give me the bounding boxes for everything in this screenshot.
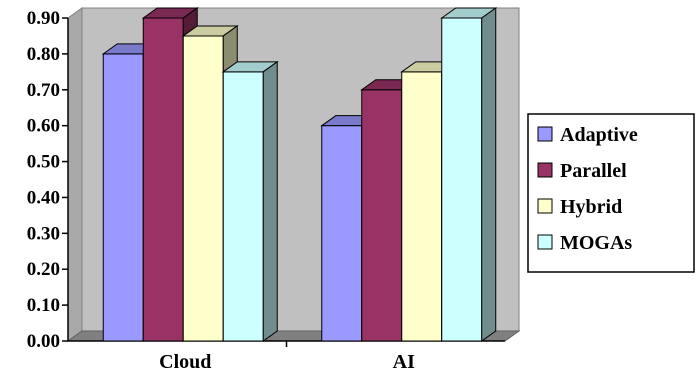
legend-swatch-mogas xyxy=(537,234,553,250)
bar-mogas-cloud xyxy=(221,60,279,342)
y-tick-label: 0.20 xyxy=(27,259,60,280)
y-tick-label: 0.10 xyxy=(27,295,60,316)
legend-label-mogas: MOGAs xyxy=(560,232,632,254)
y-tick-label: 0.80 xyxy=(27,44,60,65)
bar-mogas-ai xyxy=(440,7,498,342)
legend-swatch-adaptive xyxy=(537,126,553,142)
y-tick-label: 0.40 xyxy=(27,187,60,208)
y-tick-label: 0.30 xyxy=(27,223,60,244)
x-category-label: Cloud xyxy=(159,351,211,373)
bar-front xyxy=(441,17,483,342)
y-tick-label: 0.60 xyxy=(27,116,60,137)
bar-side xyxy=(481,7,497,342)
bar-front xyxy=(361,89,403,342)
bar-side xyxy=(262,60,278,342)
side-wall xyxy=(67,7,83,342)
bar-front xyxy=(182,35,224,342)
bars xyxy=(101,7,498,342)
legend-box xyxy=(527,113,695,273)
y-tick-label: 0.70 xyxy=(27,80,60,101)
legend-label-hybrid: Hybrid xyxy=(560,196,622,218)
legend-swatch-parallel xyxy=(537,162,553,178)
bar-front xyxy=(142,17,184,342)
legend-label-adaptive: Adaptive xyxy=(560,124,638,146)
y-tick-label: 0.50 xyxy=(27,152,60,173)
y-tick-label: 0.00 xyxy=(27,331,60,352)
bar-front xyxy=(321,125,363,342)
axes: 0.00 0.10 0.20 0.30 0.40 0.50 0.60 0.70 0.80 0.90… xyxy=(27,8,505,373)
x-category-label: AI xyxy=(393,351,415,373)
legend: Adaptive Parallel Hybrid MOGAs xyxy=(527,113,695,273)
legend-swatch-hybrid xyxy=(537,198,553,214)
legend-label-parallel: Parallel xyxy=(560,160,627,182)
bar-front xyxy=(401,71,443,342)
y-tick-label: 0.90 xyxy=(27,8,60,29)
bar-front xyxy=(102,53,144,342)
bar-front xyxy=(222,71,264,342)
